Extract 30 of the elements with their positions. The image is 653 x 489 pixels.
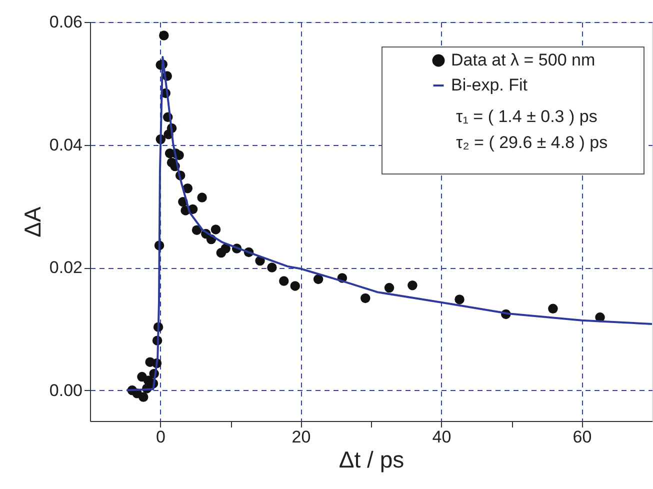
point <box>267 262 277 272</box>
point <box>360 293 370 304</box>
y-tick-label: 0.06 <box>49 12 82 32</box>
y-tick-label: 0.00 <box>49 380 82 400</box>
legend-label: Bi-exp. Fit <box>451 76 528 94</box>
y-tick-label: 0.02 <box>49 258 82 278</box>
legend-label: Data at λ = 500 nm <box>451 50 596 70</box>
point <box>220 244 230 254</box>
y-axis-title: ΔA <box>19 206 46 238</box>
point <box>313 274 324 284</box>
point <box>408 280 418 290</box>
x-axis-title: Δt / ps <box>338 446 404 472</box>
point <box>210 224 221 234</box>
point <box>138 392 148 402</box>
x-tick-label: 20 <box>292 428 311 446</box>
y-tick-label: 0.04 <box>49 135 82 154</box>
x-tick-label: 0 <box>156 428 166 446</box>
point <box>197 192 207 202</box>
point <box>454 294 464 304</box>
point <box>192 225 202 235</box>
annotation: τ₁ = ( 1.4 ± 0.3 ) ps <box>456 107 598 126</box>
point <box>182 183 193 194</box>
point <box>279 276 289 286</box>
annotation: τ₂ = ( 29.6 ± 4.8 ) ps <box>456 133 608 152</box>
point <box>548 304 558 314</box>
point <box>384 282 394 293</box>
point <box>290 281 300 291</box>
point <box>159 30 169 40</box>
x-tick-label: 40 <box>432 428 452 446</box>
x-tick-label: 60 <box>572 428 592 446</box>
